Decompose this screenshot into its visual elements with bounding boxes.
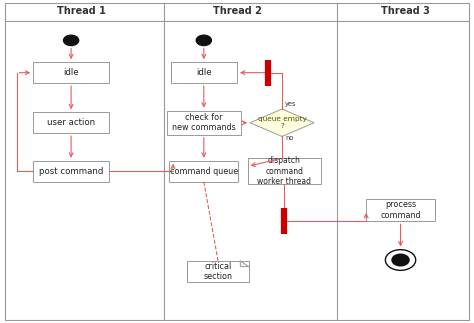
Text: critical
section: critical section	[203, 262, 233, 281]
Text: user action: user action	[47, 118, 95, 127]
Text: Thread 2: Thread 2	[212, 6, 262, 16]
Circle shape	[196, 35, 211, 46]
Text: process
command: process command	[380, 200, 421, 220]
Bar	[187, 261, 249, 282]
Bar	[169, 161, 238, 182]
Bar	[33, 112, 109, 133]
Text: idle: idle	[64, 68, 79, 77]
Bar	[366, 199, 435, 221]
Bar	[167, 111, 240, 135]
Text: dispatch
command
worker thread: dispatch command worker thread	[257, 156, 311, 186]
Text: Thread 3: Thread 3	[381, 6, 430, 16]
Polygon shape	[250, 109, 314, 137]
Bar	[247, 158, 321, 184]
Text: Thread 1: Thread 1	[57, 6, 106, 16]
Text: no: no	[286, 135, 294, 141]
Bar	[171, 62, 237, 83]
Circle shape	[392, 254, 409, 266]
Text: yes: yes	[284, 101, 296, 107]
Text: check for
new commands: check for new commands	[172, 113, 236, 132]
Text: idle: idle	[196, 68, 211, 77]
Text: post command: post command	[39, 167, 103, 176]
Circle shape	[64, 35, 79, 46]
Bar	[33, 161, 109, 182]
Bar	[33, 62, 109, 83]
Text: queue empty
?: queue empty ?	[257, 116, 307, 129]
Text: command queue: command queue	[170, 167, 238, 176]
Polygon shape	[240, 261, 249, 267]
